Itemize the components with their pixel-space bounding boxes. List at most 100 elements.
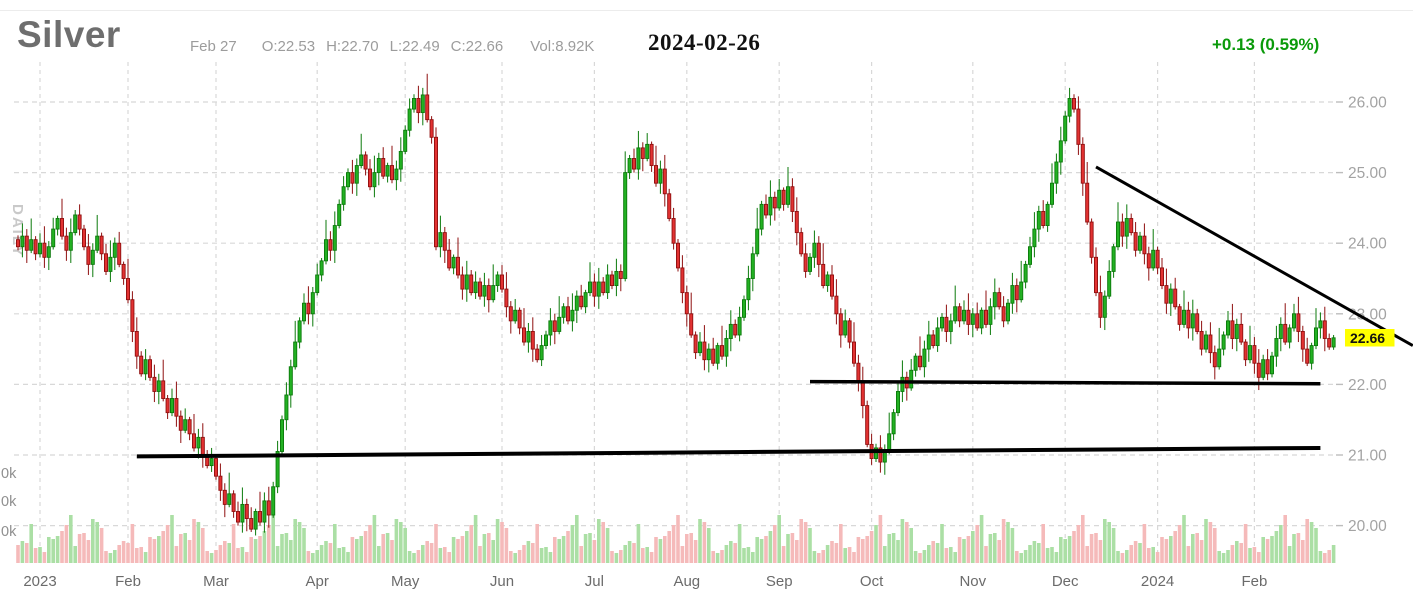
candle-body [1296, 313, 1301, 332]
volume-bar [306, 551, 311, 563]
candle-body [376, 158, 381, 174]
volume-bar [984, 546, 988, 563]
volume-bar [724, 545, 729, 563]
volume-bar [649, 552, 654, 563]
volume-bar [456, 539, 460, 563]
volume-bar [1221, 553, 1226, 563]
volume-bar [522, 545, 526, 563]
candle-body [280, 419, 285, 452]
candle-body [1278, 323, 1283, 339]
candle-body [706, 348, 711, 361]
volume-bar [121, 541, 126, 563]
volume-bar [1098, 540, 1103, 563]
candle-body [1151, 249, 1156, 269]
candle-body [1067, 98, 1072, 117]
candle-body [711, 348, 716, 364]
volume-bar [557, 539, 561, 563]
candle-body [874, 447, 879, 459]
candle-body [297, 320, 302, 343]
candle-body [77, 214, 82, 230]
volume-bar [799, 519, 803, 563]
candle-body [451, 256, 456, 269]
candle-body [51, 228, 56, 248]
candle-body [275, 451, 280, 488]
candle-body [539, 345, 544, 361]
volume-bar [1120, 553, 1125, 563]
volume-bar [896, 540, 900, 563]
candle-body [909, 369, 914, 389]
volume-bar [38, 547, 42, 563]
volume-bar [174, 546, 179, 563]
volume-bar [1164, 539, 1169, 563]
volume-bar [20, 541, 25, 563]
candle-body [258, 511, 263, 523]
candle-body [332, 225, 337, 251]
candle-body [636, 147, 641, 170]
candle-body [530, 331, 535, 350]
volume-bar [381, 534, 385, 563]
volume-bar [614, 553, 619, 563]
candle-body [1054, 161, 1059, 184]
candle-body [614, 270, 619, 287]
candle-body [394, 168, 399, 181]
candle-body [878, 447, 883, 463]
candle-body [412, 98, 417, 110]
candle-body [372, 172, 377, 188]
month-axis-label: Feb [1241, 573, 1267, 590]
candle-body [596, 281, 601, 297]
volume-bar [755, 537, 759, 563]
candle-body [786, 186, 791, 205]
price-axis-label: 25.00 [1348, 165, 1387, 182]
volume-bar [64, 525, 69, 563]
candle-body [1045, 203, 1050, 226]
candle-body [1181, 309, 1186, 325]
candle-body [935, 327, 940, 347]
candle-body [966, 309, 971, 325]
volume-bar [82, 533, 86, 563]
candle-body [253, 511, 258, 530]
volume-bar [1265, 539, 1270, 563]
candle-body [306, 302, 311, 315]
candle-body [755, 228, 760, 255]
volume-bar [337, 548, 341, 563]
candle-body [988, 306, 993, 325]
candle-body [1129, 218, 1134, 234]
volume-bar [1116, 551, 1120, 563]
volume-bar [429, 543, 434, 563]
candle-body [90, 249, 95, 265]
candle-body [147, 359, 152, 378]
volume-bar [777, 515, 781, 563]
candle-body [944, 316, 949, 332]
volume-bar [1147, 548, 1151, 563]
volume-bar [667, 531, 671, 563]
candle-body [55, 218, 60, 230]
volume-bar [1239, 543, 1243, 563]
volume-bar [359, 536, 363, 563]
trendline-support-lower [136, 445, 1321, 459]
volume-bar [1023, 550, 1028, 563]
candle-body [812, 242, 817, 258]
volume-bar [333, 524, 337, 563]
candle-body [460, 274, 465, 290]
volume-value: Vol:8.92K [530, 38, 595, 55]
candle-body [191, 433, 196, 449]
volume-bar [1089, 534, 1094, 563]
candle-body [834, 295, 839, 315]
volume-bar [148, 537, 152, 563]
volume-bar [988, 534, 993, 563]
volume-bar [825, 545, 830, 563]
volume-bar [16, 545, 20, 563]
candle-body [1331, 337, 1336, 348]
candle-body [1032, 228, 1037, 248]
volume-bar [1160, 537, 1164, 563]
volume-bar [1305, 519, 1309, 563]
candle-body [794, 210, 799, 234]
volume-bar [909, 528, 913, 563]
volume-bar [302, 528, 306, 563]
candle-body [610, 274, 615, 287]
candle-body [1195, 313, 1200, 332]
volume-bar [632, 543, 636, 563]
volume-bar [773, 525, 777, 563]
volume-bar [1279, 525, 1283, 563]
